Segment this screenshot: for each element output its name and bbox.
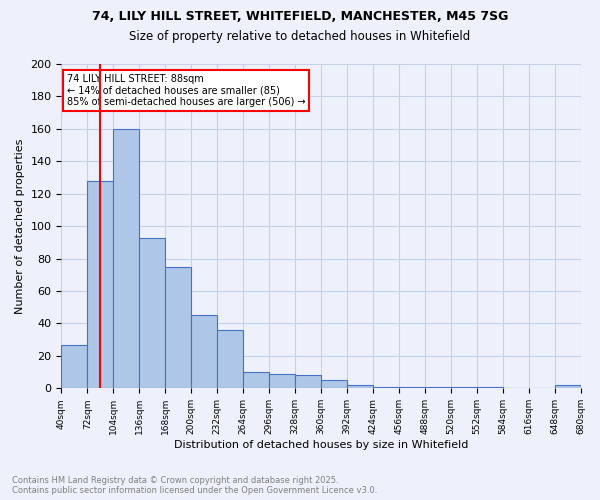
Bar (295, 376, 321, 388)
Bar (191, 316, 217, 388)
Text: 74 LILY HILL STREET: 88sqm
← 14% of detached houses are smaller (85)
85% of semi: 74 LILY HILL STREET: 88sqm ← 14% of deta… (67, 74, 305, 107)
Bar (321, 380, 347, 388)
X-axis label: Distribution of detached houses by size in Whitefield: Distribution of detached houses by size … (174, 440, 468, 450)
Bar (347, 385, 373, 388)
Bar (217, 330, 243, 388)
Bar (269, 374, 295, 388)
Bar (139, 238, 165, 388)
Text: 74, LILY HILL STREET, WHITEFIELD, MANCHESTER, M45 7SG: 74, LILY HILL STREET, WHITEFIELD, MANCHE… (92, 10, 508, 23)
Bar (425, 386, 451, 388)
Bar (373, 386, 399, 388)
Bar (399, 386, 425, 388)
Bar (451, 386, 476, 388)
Bar (243, 372, 269, 388)
Bar (113, 129, 139, 388)
Text: Size of property relative to detached houses in Whitefield: Size of property relative to detached ho… (130, 30, 470, 43)
Bar (476, 386, 503, 388)
Bar (165, 266, 191, 388)
Bar (88, 181, 113, 388)
Bar (554, 385, 581, 388)
Bar (61, 344, 88, 389)
Y-axis label: Number of detached properties: Number of detached properties (15, 138, 25, 314)
Text: Contains HM Land Registry data © Crown copyright and database right 2025.
Contai: Contains HM Land Registry data © Crown c… (12, 476, 377, 495)
